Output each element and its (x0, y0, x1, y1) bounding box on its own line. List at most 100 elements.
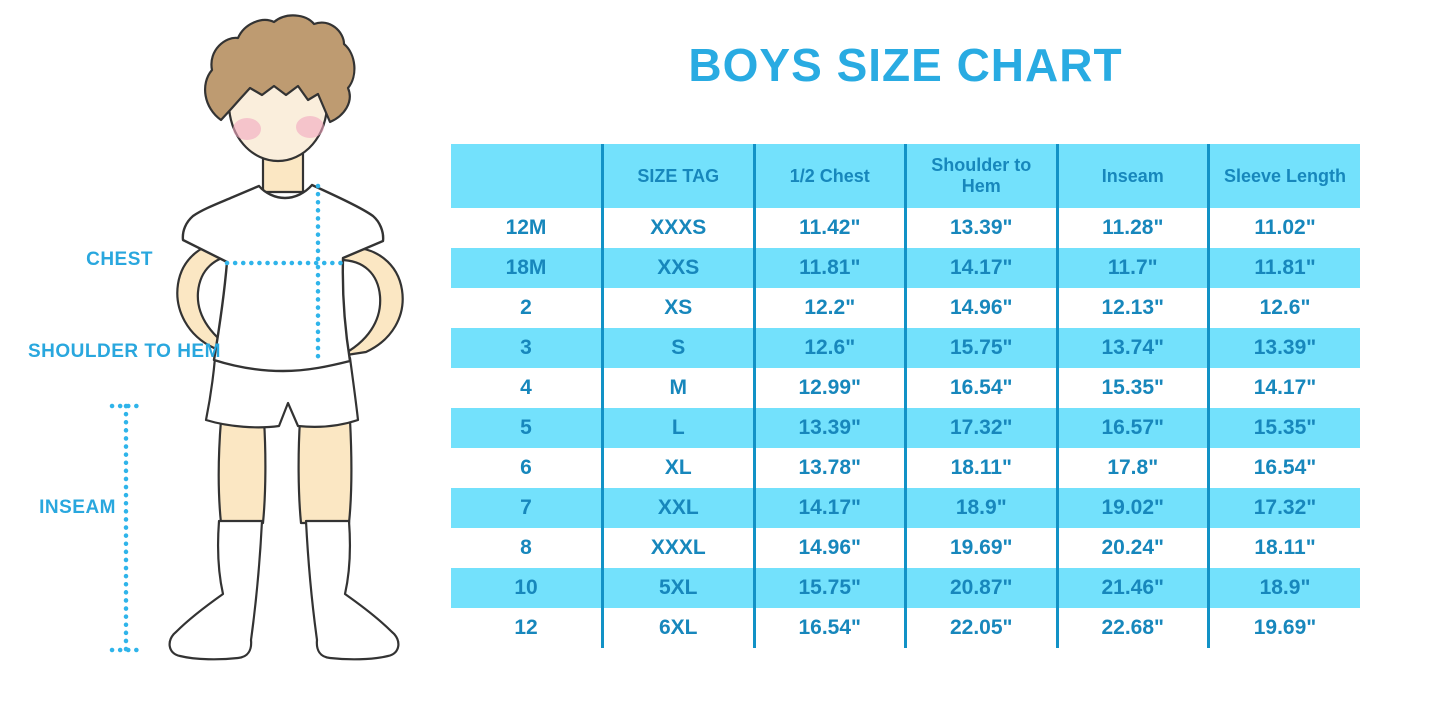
size-tag-cell: L (601, 408, 754, 448)
column-header: Inseam (1055, 144, 1209, 208)
size-table: SIZE TAG 1/2 Chest Shoulder to Hem Inseam Sl… (451, 144, 1360, 648)
boy-hair (203, 14, 356, 124)
measurement-cell: 11.02" (1207, 208, 1360, 248)
measurement-cell: 16.57" (1055, 408, 1209, 448)
boy-shorts (204, 356, 360, 429)
column-header: Shoulder to Hem (904, 144, 1057, 208)
measurement-cell: 12.6" (752, 328, 906, 368)
measurement-cell: 21.46" (1055, 568, 1209, 608)
column-header: 1/2 Chest (752, 144, 906, 208)
boy-shirt (181, 183, 385, 373)
size-cell: 12M (505, 216, 547, 239)
measurement-cell: 14.17" (752, 488, 906, 528)
measurement-cell: 13.39" (904, 208, 1057, 248)
boy-leg-right (297, 418, 353, 525)
measurement-cell: 19.69" (1207, 608, 1360, 648)
size-tag-cell: XL (601, 448, 754, 488)
size-tag-cell: XXL (601, 488, 754, 528)
size-table-head: SIZE TAG 1/2 Chest Shoulder to Hem Inseam Sl… (451, 144, 1360, 208)
size-cell: 12 (514, 616, 538, 639)
measurement-cell: 14.17" (1207, 368, 1360, 408)
boy-illustration (109, 14, 404, 661)
size-tag-cell: 6XL (601, 608, 754, 648)
size-cell: 6 (520, 456, 532, 479)
size-cell: 8 (520, 536, 532, 559)
measurement-cell: 14.17" (904, 248, 1057, 288)
size-tag-cell: M (601, 368, 754, 408)
size-cell: 2 (520, 296, 532, 319)
measurement-cell: 18.9" (904, 488, 1057, 528)
table-row: 5 L 13.39" 17.32" 16.57" 15.35" (451, 408, 1360, 448)
measurement-cell: 11.81" (1207, 248, 1360, 288)
table-row: 4 M 12.99" 16.54" 15.35" 14.17" (451, 368, 1360, 408)
size-cell: 5 (451, 408, 603, 448)
measurement-cell: 15.35" (1207, 408, 1360, 448)
measurement-cell: 12.13" (1055, 288, 1209, 328)
size-cell: 7 (451, 488, 603, 528)
measurement-cell: 13.78" (752, 448, 906, 488)
measurement-cell: 19.02" (1055, 488, 1209, 528)
measurement-cell: 12.2" (752, 288, 906, 328)
measurement-cell: 11.81" (752, 248, 906, 288)
size-tag-cell: XXS (601, 248, 754, 288)
measurement-figure: CHEST SHOULDER TO HEM INSEAM (0, 0, 445, 723)
measurement-cell: 16.54" (904, 368, 1057, 408)
measurement-cell: 12.99" (752, 368, 906, 408)
size-cell: 3 (451, 328, 603, 368)
measurement-cell: 11.28" (1055, 208, 1209, 248)
measurement-cell: 18.11" (1207, 528, 1360, 568)
size-cell: 10 (451, 568, 603, 608)
measurement-cell: 18.11" (904, 448, 1057, 488)
table-row: 2 XS 12.2" 14.96" 12.13" 12.6" (451, 288, 1360, 328)
measurement-cell: 11.42" (752, 208, 906, 248)
measurement-cell: 17.32" (1207, 488, 1360, 528)
table-row: 10 5XL 15.75" 20.87" 21.46" 18.9" (451, 568, 1360, 608)
column-header: Sleeve Length (1207, 144, 1360, 208)
measurement-cell: 15.35" (1055, 368, 1209, 408)
size-cell: 18M (451, 248, 603, 288)
measurement-cell: 22.68" (1055, 608, 1209, 648)
inseam-label: INSEAM (39, 497, 116, 518)
measurement-cell: 20.24" (1055, 528, 1209, 568)
boy-blush-right (296, 116, 324, 138)
measurement-cell: 17.32" (904, 408, 1057, 448)
measurement-cell: 19.69" (904, 528, 1057, 568)
size-tag-cell: S (601, 328, 754, 368)
measurement-cell: 12.6" (1207, 288, 1360, 328)
measurement-cell: 16.54" (752, 608, 906, 648)
measurement-cell: 15.75" (904, 328, 1057, 368)
size-cell: 4 (520, 376, 532, 399)
measurement-cell: 15.75" (752, 568, 906, 608)
table-row: 12 6XL 16.54" 22.05" 22.68" 19.69" (451, 608, 1360, 648)
measurement-cell: 16.54" (1207, 448, 1360, 488)
size-table-body: 12M XXXS 11.42" 13.39" 11.28" 11.02" 18M XXS 11.… (451, 208, 1360, 648)
size-tag-cell: XXXS (601, 208, 754, 248)
measurement-cell: 13.39" (752, 408, 906, 448)
measurement-cell: 22.05" (904, 608, 1057, 648)
measurement-cell: 14.96" (752, 528, 906, 568)
size-tag-cell: XXXL (601, 528, 754, 568)
table-row: 3 S 12.6" 15.75" 13.74" 13.39" (451, 328, 1360, 368)
measurement-cell: 14.96" (904, 288, 1057, 328)
table-row: 6 XL 13.78" 18.11" 17.8" 16.54" (451, 448, 1360, 488)
boy-sock-right (304, 519, 400, 661)
page-title: BOYS SIZE CHART (688, 39, 1123, 91)
boy-blush-left (233, 118, 261, 140)
measurement-cell: 11.7" (1055, 248, 1209, 288)
table-row: 12M XXXS 11.42" 13.39" 11.28" 11.02" (451, 208, 1360, 248)
measurement-cell: 13.74" (1055, 328, 1209, 368)
boy-arm-right (338, 246, 404, 358)
chest-label: CHEST (86, 249, 153, 270)
column-header: SIZE TAG (601, 144, 754, 208)
size-table-header-row: SIZE TAG 1/2 Chest Shoulder to Hem Inseam Sl… (451, 144, 1360, 208)
measurement-cell: 17.8" (1055, 448, 1209, 488)
boy-sock-left (168, 519, 264, 661)
measurement-cell: 13.39" (1207, 328, 1360, 368)
size-tag-cell: XS (601, 288, 754, 328)
table-row: 18M XXS 11.81" 14.17" 11.7" 11.81" (451, 248, 1360, 288)
size-tag-cell: 5XL (601, 568, 754, 608)
shoulder-to-hem-label: SHOULDER TO HEM (28, 341, 221, 362)
column-header-blank (451, 144, 603, 208)
boy-leg-left (217, 418, 267, 525)
